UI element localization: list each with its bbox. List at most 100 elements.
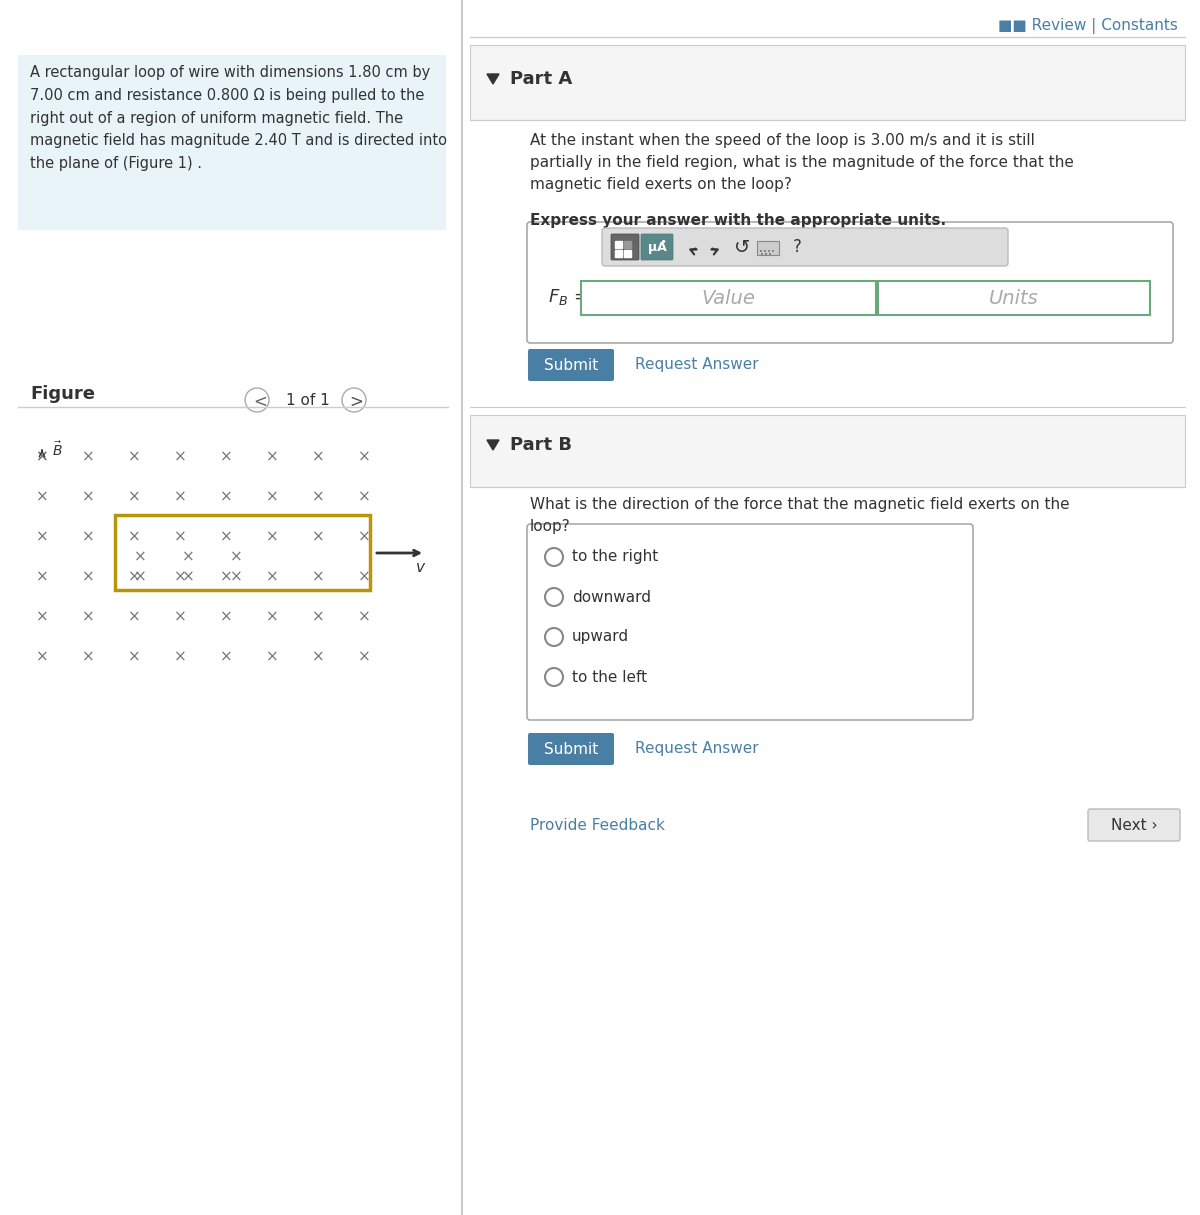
Text: ×: ×: [265, 450, 278, 464]
Bar: [768, 250, 770, 252]
Text: ×: ×: [127, 610, 140, 625]
FancyBboxPatch shape: [602, 228, 1008, 266]
Text: ×: ×: [358, 570, 371, 584]
Bar: [616, 241, 622, 248]
FancyBboxPatch shape: [611, 234, 640, 260]
Text: ×: ×: [265, 530, 278, 544]
Text: ×: ×: [36, 490, 48, 504]
Text: ×: ×: [312, 490, 324, 504]
Bar: [769, 253, 772, 255]
Text: ×: ×: [36, 450, 48, 464]
Text: Units: Units: [989, 288, 1039, 307]
Bar: [760, 250, 762, 252]
Bar: [772, 250, 774, 252]
Text: ■■ Review | Constants: ■■ Review | Constants: [998, 18, 1178, 34]
Circle shape: [545, 668, 563, 686]
Polygon shape: [487, 74, 499, 84]
Text: ×: ×: [220, 530, 233, 544]
Bar: [761, 253, 763, 255]
Text: ×: ×: [358, 490, 371, 504]
Text: ×: ×: [181, 570, 194, 584]
Text: ×: ×: [220, 570, 233, 584]
Text: ×: ×: [358, 610, 371, 625]
Text: ×: ×: [312, 610, 324, 625]
Circle shape: [545, 628, 563, 646]
Text: ×: ×: [36, 650, 48, 665]
Text: At the instant when the speed of the loop is 3.00 m/s and it is still
partially : At the instant when the speed of the loo…: [530, 132, 1074, 192]
Text: ×: ×: [82, 650, 95, 665]
Circle shape: [545, 548, 563, 566]
Text: ×: ×: [127, 450, 140, 464]
Circle shape: [245, 388, 269, 412]
Text: ×: ×: [127, 530, 140, 544]
Text: ×: ×: [265, 570, 278, 584]
Text: ×: ×: [220, 650, 233, 665]
Text: to the left: to the left: [572, 669, 647, 684]
Text: ×: ×: [36, 450, 48, 464]
FancyBboxPatch shape: [581, 281, 876, 315]
Text: ×: ×: [312, 650, 324, 665]
Text: ×: ×: [358, 450, 371, 464]
Text: ×: ×: [312, 570, 324, 584]
Text: ×: ×: [220, 610, 233, 625]
Text: v: v: [415, 559, 425, 575]
Text: Request Answer: Request Answer: [635, 357, 758, 373]
Text: $\vec{B}$: $\vec{B}$: [52, 441, 62, 459]
Text: downward: downward: [572, 589, 650, 605]
Text: μÅ: μÅ: [648, 241, 666, 254]
Text: Part B: Part B: [510, 436, 572, 454]
FancyBboxPatch shape: [528, 349, 614, 382]
Text: ×: ×: [358, 650, 371, 665]
Text: ×: ×: [82, 450, 95, 464]
FancyBboxPatch shape: [470, 416, 1186, 487]
Text: What is the direction of the force that the magnetic field exerts on the
loop?: What is the direction of the force that …: [530, 497, 1069, 535]
Polygon shape: [487, 440, 499, 450]
FancyBboxPatch shape: [527, 222, 1174, 343]
Text: ×: ×: [82, 610, 95, 625]
Text: ?: ?: [792, 238, 802, 256]
Text: Part A: Part A: [510, 70, 572, 87]
Bar: [764, 250, 766, 252]
Text: ×: ×: [174, 530, 186, 544]
Text: ×: ×: [181, 549, 194, 565]
Text: ↺: ↺: [734, 237, 750, 256]
Text: ×: ×: [133, 570, 146, 584]
Text: A rectangular loop of wire with dimensions 1.80 cm by
7.00 cm and resistance 0.8: A rectangular loop of wire with dimensio…: [30, 64, 446, 171]
Text: Submit: Submit: [544, 357, 598, 373]
Text: Next ›: Next ›: [1111, 818, 1157, 832]
Text: ×: ×: [358, 530, 371, 544]
Text: upward: upward: [572, 629, 629, 644]
Text: ×: ×: [36, 570, 48, 584]
Text: ×: ×: [265, 610, 278, 625]
FancyBboxPatch shape: [878, 281, 1150, 315]
Text: ×: ×: [127, 570, 140, 584]
Text: ×: ×: [265, 650, 278, 665]
FancyBboxPatch shape: [470, 45, 1186, 120]
Text: <: <: [253, 392, 266, 411]
Text: ×: ×: [312, 530, 324, 544]
Text: 1 of 1: 1 of 1: [286, 392, 330, 408]
Text: ×: ×: [133, 549, 146, 565]
FancyBboxPatch shape: [18, 55, 446, 230]
Text: ×: ×: [174, 650, 186, 665]
Text: ×: ×: [127, 490, 140, 504]
Text: ×: ×: [36, 530, 48, 544]
FancyBboxPatch shape: [1088, 809, 1180, 841]
Text: ×: ×: [174, 490, 186, 504]
Text: ×: ×: [312, 450, 324, 464]
Text: ×: ×: [82, 530, 95, 544]
Text: ×: ×: [229, 549, 242, 565]
Bar: [624, 250, 631, 258]
Text: Value: Value: [701, 288, 755, 307]
Bar: [757, 241, 779, 255]
Text: ×: ×: [229, 570, 242, 584]
Bar: [616, 250, 622, 258]
Text: ×: ×: [265, 490, 278, 504]
Text: Provide Feedback: Provide Feedback: [530, 818, 665, 832]
Bar: [624, 241, 631, 248]
Text: Figure: Figure: [30, 385, 95, 403]
Text: ×: ×: [36, 610, 48, 625]
Text: ×: ×: [174, 450, 186, 464]
Text: ×: ×: [220, 450, 233, 464]
Text: ×: ×: [174, 610, 186, 625]
